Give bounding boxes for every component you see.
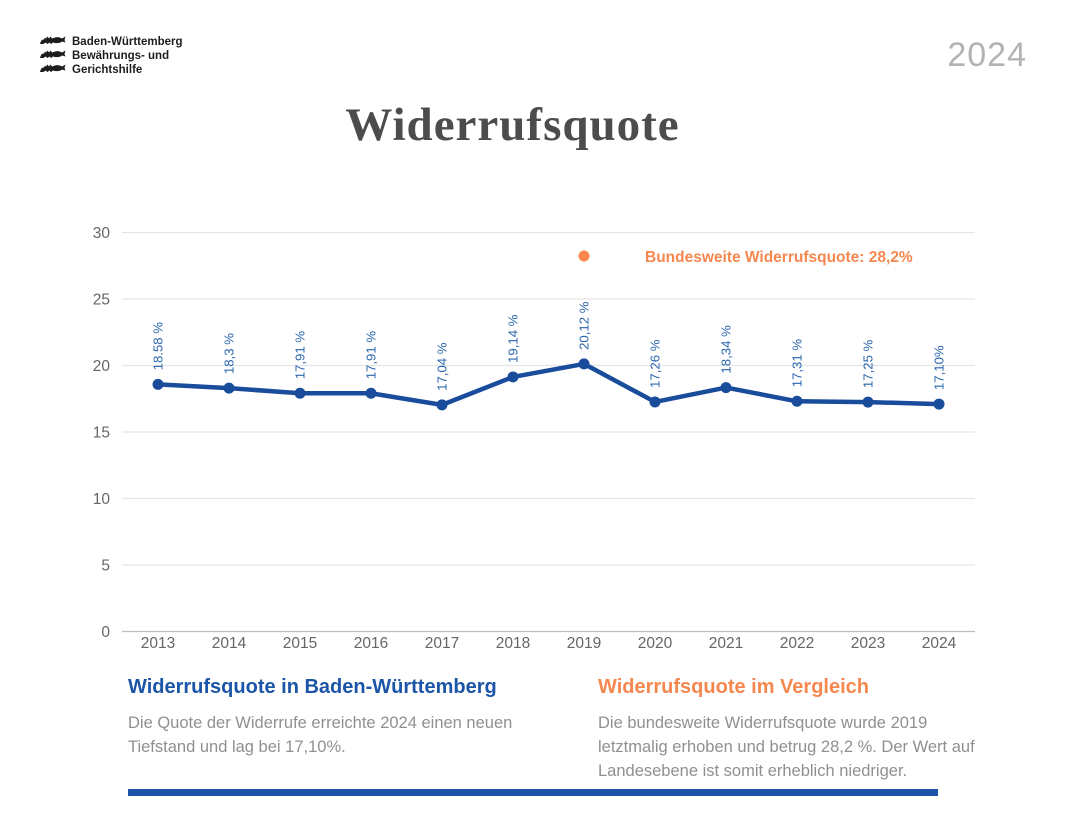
x-tick-label: 2022 (780, 635, 814, 652)
data-point-label: 17,26 % (648, 339, 663, 388)
trend-line (155, 361, 942, 408)
data-point-label: 18.58 % (151, 322, 166, 371)
x-tick-label: 2015 (283, 635, 317, 652)
data-point (294, 387, 306, 399)
footer-accent-bar (128, 789, 938, 796)
x-tick-label: 2019 (567, 635, 601, 652)
y-tick-label: 30 (93, 225, 111, 242)
data-point-label: 17,04 % (435, 342, 450, 391)
data-point-label: 17,25 % (861, 339, 876, 388)
y-tick-label: 5 (101, 558, 110, 575)
x-tick-label: 2016 (354, 635, 388, 652)
bw-logo: Baden-Württemberg Bewährungs- und Gerich… (40, 33, 183, 77)
data-point (223, 382, 235, 394)
data-point-label: 17,91 % (293, 331, 308, 380)
bw-coat-of-arms-icon (40, 36, 66, 72)
y-tick-label: 0 (101, 624, 110, 641)
data-point-label: 20,12 % (577, 301, 592, 350)
data-point (933, 398, 945, 410)
page-title: Widerrufsquote (345, 99, 680, 151)
legend-label: Bundesweite Widerrufsquote: 28,2% (645, 249, 913, 266)
logo-line-3: Gerichtshilfe (72, 64, 143, 76)
data-point (152, 378, 164, 390)
data-point-label: 17,91 % (364, 331, 379, 380)
data-point (649, 396, 661, 408)
y-tick-label: 10 (93, 491, 111, 508)
section-baden-wuerttemberg: Widerrufsquote in Baden-Württemberg Die … (128, 674, 520, 759)
data-point-label: 17,10% (932, 345, 947, 390)
x-tick-label: 2020 (638, 635, 673, 652)
section-vergleich: Widerrufsquote im Vergleich Die bundeswe… (598, 674, 990, 783)
year-badge: 2024 (947, 36, 1027, 74)
legend-dot-icon (578, 250, 590, 262)
x-tick-label: 2024 (922, 635, 957, 652)
data-point (862, 396, 874, 408)
x-tick-label: 2013 (141, 635, 175, 652)
logo-line-2: Bewährungs- und (72, 50, 170, 62)
logo-text: Baden-Württemberg Bewährungs- und Gerich… (72, 33, 183, 77)
data-point-label: 17,31 % (790, 339, 805, 388)
data-point (436, 399, 448, 411)
logo-line-1: Baden-Württemberg (72, 36, 183, 48)
data-point (720, 382, 732, 394)
y-tick-label: 20 (93, 358, 111, 375)
data-point-label: 19,14 % (506, 314, 521, 363)
data-point (578, 358, 590, 370)
data-point-label: 18,34 % (719, 325, 734, 374)
section-body-left: Die Quote der Widerrufe erreichte 2024 e… (128, 714, 513, 756)
x-tick-label: 2018 (496, 635, 530, 652)
data-point-label: 18,3 % (222, 333, 237, 374)
line-chart: 0 5 10 15 20 25 30 2013 2014 2015 2016 2017 2018 2019… (85, 215, 985, 665)
section-heading-right: Widerrufsquote im Vergleich (598, 676, 869, 698)
data-point (507, 371, 519, 383)
section-heading-left: Widerrufsquote in Baden-Württemberg (128, 676, 497, 698)
x-tick-label: 2014 (212, 635, 247, 652)
data-point (365, 387, 377, 399)
data-point (791, 395, 803, 407)
line-chart-svg: 0 5 10 15 20 25 30 2013 2014 2015 2016 2017 2018 2019… (93, 225, 975, 652)
y-tick-label: 15 (93, 425, 110, 442)
x-tick-label: 2023 (851, 635, 885, 652)
x-tick-label: 2017 (425, 635, 459, 652)
section-body-right: Die bundesweite Widerrufsquote wurde 201… (598, 714, 975, 780)
y-tick-label: 25 (93, 292, 110, 309)
x-tick-label: 2021 (709, 635, 743, 652)
